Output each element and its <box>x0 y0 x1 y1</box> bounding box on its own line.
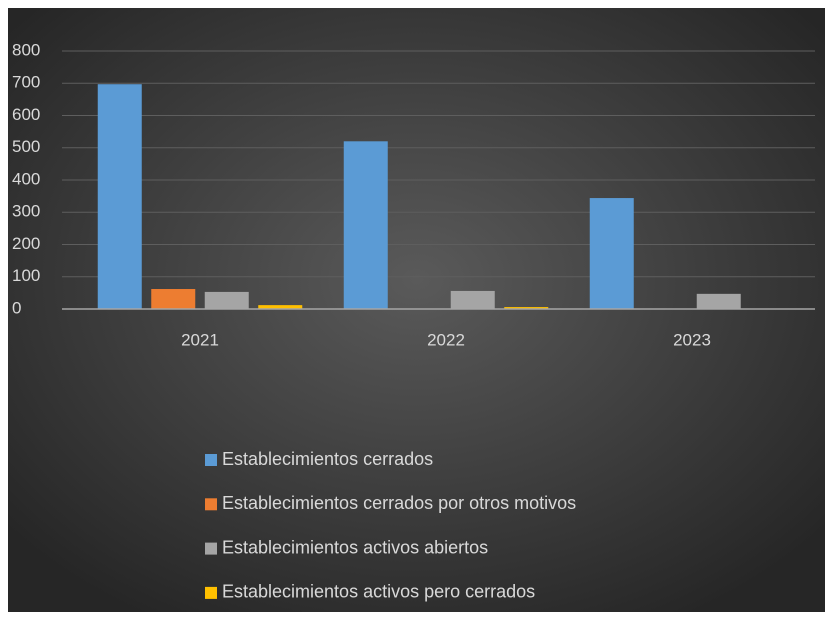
bar <box>258 305 303 309</box>
y-tick-label: 200 <box>12 234 40 253</box>
x-tick-label: 2022 <box>427 330 465 349</box>
y-tick-label: 100 <box>12 266 40 285</box>
legend-label: Establecimientos activos pero cerrados <box>222 582 535 602</box>
x-tick-label: 2023 <box>673 330 711 349</box>
legend-label: Establecimientos cerrados por otros moti… <box>222 493 576 513</box>
legend-label: Establecimientos activos abiertos <box>222 537 488 557</box>
legend-swatch <box>205 586 217 599</box>
y-tick-label: 800 <box>12 40 40 59</box>
y-tick-label: 400 <box>12 169 40 188</box>
legend-label: Establecimientos cerrados <box>222 449 433 469</box>
y-tick-label: 700 <box>12 73 40 92</box>
bar <box>204 291 249 309</box>
y-tick-label: 500 <box>12 137 40 156</box>
bar <box>589 198 634 309</box>
legend-swatch <box>205 498 217 511</box>
bar <box>450 290 495 309</box>
bar <box>696 293 741 309</box>
y-tick-label: 0 <box>12 298 21 317</box>
x-tick-label: 2021 <box>181 330 219 349</box>
bar <box>151 289 196 309</box>
legend-swatch <box>205 542 217 555</box>
bar <box>504 307 549 309</box>
y-tick-label: 600 <box>12 105 40 124</box>
legend-swatch <box>205 454 217 466</box>
y-tick-label: 300 <box>12 202 40 221</box>
bar <box>343 141 388 309</box>
bar <box>97 84 142 309</box>
chart-background <box>8 8 825 612</box>
